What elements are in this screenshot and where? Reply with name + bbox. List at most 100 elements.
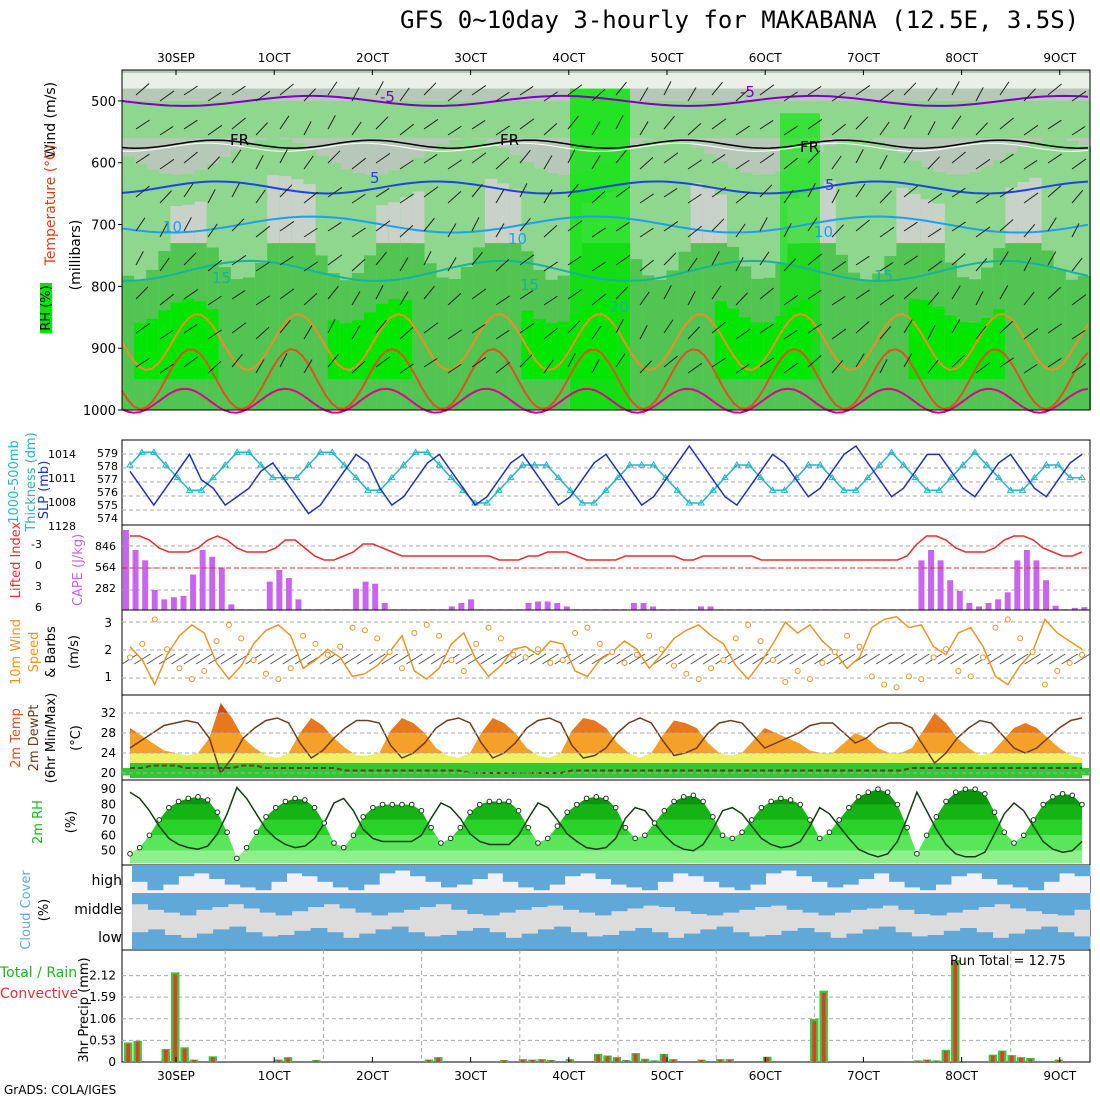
rh-col-green-8 [218, 267, 232, 410]
wind-barb-0-25 [735, 89, 750, 102]
wind-barb-8-1 [159, 363, 174, 374]
precip-conv-bar-4 [163, 1049, 168, 1062]
rh2m-mark-87 [972, 786, 978, 792]
contour-label-11: 15 [520, 276, 539, 294]
rh-col-light-30 [485, 178, 499, 244]
wind10m-barb-18 [344, 653, 361, 665]
wind-barb-3-37 [1023, 192, 1039, 204]
wind10m-mark-32 [522, 654, 529, 661]
rh2m-mark-13 [253, 829, 260, 836]
wind10m-mark-60 [868, 673, 875, 680]
wind10m-mark-68 [967, 673, 974, 680]
wind-barb-1-14 [471, 119, 486, 130]
cloud-1-13 [339, 893, 357, 909]
wind-barb-5-25 [735, 257, 744, 272]
wind-barb-1-21 [639, 121, 649, 136]
cloud-2-28 [586, 936, 604, 949]
wind-barb-5-6 [279, 255, 294, 266]
rh2m-mark-70 [807, 817, 813, 823]
cloud-0-2 [162, 865, 179, 885]
wind-barb-8-5 [255, 359, 265, 374]
cloud-1-18 [419, 893, 436, 907]
rh-col-light-22 [388, 202, 402, 244]
thickness-mark-63 [875, 461, 884, 468]
wind-barb-8-39 [1071, 363, 1087, 374]
precip-conv-bar-16 [276, 1059, 281, 1062]
cape-bar-53 [630, 602, 637, 610]
cloud-1-48 [898, 893, 915, 910]
wind-barb-1-32 [903, 115, 912, 130]
cloud-2-57 [1057, 932, 1075, 949]
wind-barb-2-26 [759, 153, 775, 164]
wind10m-mark-49 [732, 635, 739, 642]
wind-barb-2-24 [711, 153, 726, 164]
wind-barb-4-36 [999, 219, 1014, 232]
wind-barb-2-18 [567, 149, 576, 164]
wind-barb-1-33 [927, 121, 936, 136]
rh2m-mark-19 [311, 804, 318, 811]
wind-barb-8-22 [663, 355, 678, 368]
wind-barb-8-12 [423, 357, 438, 368]
wind-barb-1-18 [567, 115, 579, 130]
wind-barb-5-11 [399, 257, 409, 272]
cape-bar-1 [132, 550, 139, 610]
wind-barb-2-12 [423, 153, 438, 164]
rh2m-mark-45 [564, 809, 570, 816]
precip-tick-1: 0.53 [89, 1033, 116, 1047]
wind10m-barb-47 [702, 653, 720, 665]
rh2m-mark-4 [166, 804, 172, 811]
wind-barb-7-31 [879, 326, 892, 340]
wind-barb-2-27 [783, 157, 799, 170]
wind10m-mark-62 [893, 684, 900, 691]
wind-barb-0-16 [519, 85, 534, 96]
wind-barb-6-34 [951, 285, 961, 300]
wind-barb-6-3 [207, 295, 222, 306]
thickness-mark-11 [257, 461, 265, 468]
rh2m-mark-84 [943, 798, 949, 805]
cloud-1-56 [1026, 893, 1043, 912]
rh-col-bright-4 [170, 302, 184, 380]
wind-barb-7-8 [327, 319, 336, 334]
cloud-0-33 [641, 865, 658, 891]
wind-barb-4-32 [903, 221, 918, 232]
wind-barb-0-39 [1071, 90, 1087, 102]
rh-tick-3: 80 [101, 798, 116, 812]
label-total-rain: Total / Rain [0, 965, 77, 981]
contour-plus20 [121, 312, 1089, 372]
lifted-index-line [130, 535, 1083, 561]
precip-conv-bar-17 [286, 1057, 290, 1062]
wind10m-mark-74 [1041, 681, 1048, 688]
wind-barb-8-24 [711, 357, 726, 368]
wind-barb-6-33 [927, 292, 940, 306]
wind-barb-3-16 [519, 183, 528, 198]
wind-barb-3-15 [495, 189, 505, 204]
cloud-2-33 [667, 937, 685, 949]
rh2m-mark-41 [525, 824, 532, 831]
rh-col-green-48 [702, 224, 716, 410]
rh2m-mark-11 [234, 855, 240, 862]
wind-barb-2-29 [831, 155, 842, 170]
cloud-1-5 [211, 893, 229, 907]
rh-col-green-47 [690, 233, 704, 410]
cape-bar-27 [381, 602, 388, 610]
rh2m-mark-67 [778, 795, 784, 802]
wind-barb-4-20 [615, 221, 630, 232]
rh-col-green-10 [243, 277, 257, 410]
wind10m-mark-40 [621, 659, 628, 666]
wind-barb-6-39 [1071, 294, 1087, 306]
wind10m-mark-72 [1017, 635, 1024, 642]
wind-barb-6-2 [183, 289, 199, 300]
wind-barb-6-5 [255, 295, 270, 306]
wind-barb-7-3 [207, 329, 222, 340]
wind-barb-3-21 [639, 193, 654, 204]
wind-barb-5-0 [135, 251, 144, 266]
wind10m-barb-16 [319, 653, 337, 665]
pressure-tick-5: 1000 [83, 404, 116, 419]
wind10m-barb-68 [962, 653, 979, 665]
wind10m-mark-52 [769, 657, 776, 664]
cloud-1-33 [658, 893, 676, 907]
rh2m-mark-93 [1030, 817, 1037, 823]
wind-barb-4-21 [639, 227, 654, 238]
wind10m-mark-43 [658, 646, 665, 653]
pressure-tick-0: 500 [91, 95, 116, 110]
